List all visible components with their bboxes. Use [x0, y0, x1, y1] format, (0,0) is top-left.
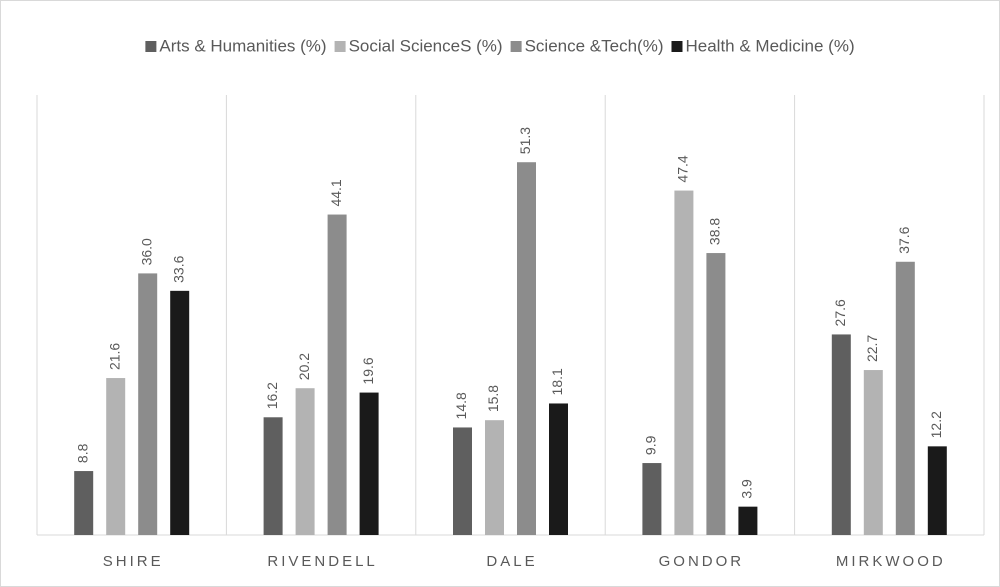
value-label: 12.2	[928, 411, 944, 438]
x-tick-label: MIRKWOOD	[836, 553, 946, 570]
value-label: 36.0	[138, 238, 154, 265]
value-label: 47.4	[675, 155, 691, 182]
bar	[642, 463, 662, 535]
value-label: 19.6	[360, 357, 376, 384]
bar	[549, 403, 568, 535]
value-label: 15.8	[485, 385, 501, 412]
bar	[74, 471, 94, 535]
value-label: 9.9	[643, 435, 659, 455]
legend-swatch	[145, 41, 157, 52]
legend-swatch	[671, 41, 683, 52]
value-label: 18.1	[549, 368, 565, 395]
bar	[927, 446, 947, 535]
value-label: 51.3	[517, 127, 533, 154]
value-label: 21.6	[106, 343, 122, 370]
x-tick-label: RIVENDELL	[267, 553, 377, 570]
bar	[263, 417, 283, 535]
bar	[359, 392, 379, 535]
value-label: 20.2	[296, 353, 312, 380]
value-label: 22.7	[864, 335, 880, 362]
value-label: 38.8	[707, 218, 723, 245]
bar	[895, 261, 915, 535]
legend-swatch	[510, 41, 522, 52]
legend-label: Social ScienceS (%)	[349, 36, 503, 55]
bar	[453, 427, 472, 535]
bar	[517, 162, 536, 535]
bar	[295, 388, 315, 535]
bar	[738, 506, 758, 535]
legend-label: Science &Tech(%)	[525, 36, 664, 55]
value-label: 33.6	[170, 255, 186, 282]
bar	[674, 190, 694, 535]
bar	[106, 378, 126, 535]
value-label: 44.1	[328, 179, 344, 206]
bar	[831, 334, 851, 535]
value-label: 3.9	[739, 479, 755, 499]
legend-label: Health & Medicine (%)	[685, 36, 854, 55]
value-label: 14.8	[453, 392, 469, 419]
bar	[327, 214, 347, 536]
legend-swatch	[334, 41, 346, 52]
bar	[485, 420, 504, 535]
bar	[138, 273, 158, 535]
x-tick-label: GONDOR	[659, 553, 745, 570]
value-label: 16.2	[264, 382, 280, 409]
value-label: 8.8	[74, 443, 90, 463]
x-tick-label: DALE	[486, 553, 537, 570]
x-tick-label: SHIRE	[103, 553, 164, 570]
legend-label: Arts & Humanities (%)	[159, 36, 326, 55]
value-label: 27.6	[832, 299, 848, 326]
bar	[863, 370, 883, 535]
bar	[706, 253, 726, 535]
value-label: 37.6	[896, 226, 912, 253]
bar	[170, 290, 190, 535]
